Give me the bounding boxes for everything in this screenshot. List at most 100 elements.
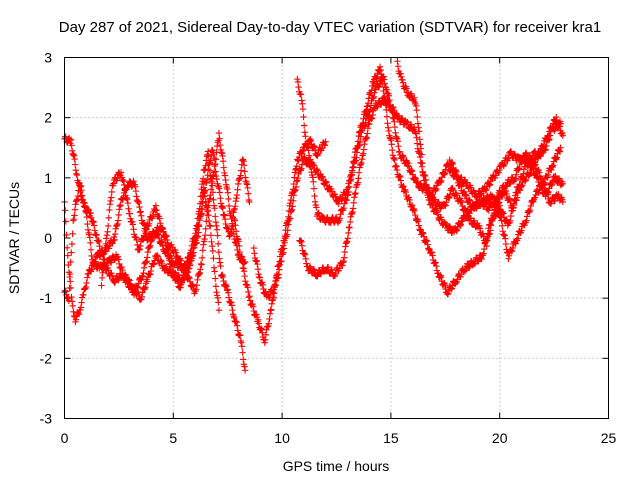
- data-series: [446, 148, 567, 201]
- data-point: [481, 199, 489, 206]
- data-point: [231, 314, 238, 322]
- data-point: [106, 206, 113, 214]
- data-point: [291, 174, 298, 181]
- data-point: [524, 154, 531, 161]
- data-point: [225, 202, 233, 210]
- data-point: [73, 171, 81, 179]
- data-point: [83, 213, 91, 221]
- data-point: [237, 167, 245, 174]
- data-point: [116, 206, 123, 213]
- data-point: [462, 215, 470, 222]
- data-point: [139, 289, 146, 296]
- x-tick-label: 0: [61, 430, 69, 446]
- data-point: [77, 183, 85, 190]
- data-point: [256, 274, 263, 281]
- data-point: [123, 194, 130, 202]
- data-point: [74, 192, 82, 200]
- data-point: [436, 272, 444, 280]
- data-point: [160, 228, 167, 235]
- data-point: [399, 79, 407, 86]
- data-point: [196, 270, 203, 278]
- data-point: [440, 280, 447, 287]
- data-point: [153, 251, 161, 259]
- data-point: [540, 141, 548, 149]
- data-series: [61, 133, 249, 374]
- data-point: [227, 228, 235, 236]
- data-point: [295, 83, 302, 91]
- data-point: [146, 243, 153, 251]
- data-point: [543, 136, 551, 143]
- data-point: [239, 258, 246, 266]
- data-point: [292, 183, 300, 191]
- data-point: [206, 195, 214, 202]
- data-point: [293, 178, 300, 185]
- data-point: [224, 185, 231, 193]
- data-point: [95, 238, 103, 246]
- data-point: [505, 255, 512, 262]
- data-point: [305, 147, 312, 154]
- data-point: [123, 276, 130, 283]
- data-point: [376, 67, 383, 75]
- data-point: [415, 222, 423, 229]
- data-point: [68, 298, 76, 305]
- data-point: [203, 211, 211, 219]
- data-point: [138, 212, 145, 220]
- data-point: [337, 211, 344, 218]
- data-point: [215, 185, 223, 192]
- data-point: [493, 196, 500, 204]
- data-point: [65, 293, 72, 301]
- data-point: [292, 186, 299, 193]
- data-point: [224, 189, 232, 196]
- data-point: [143, 258, 150, 265]
- data-point: [356, 129, 363, 136]
- data-point: [103, 232, 111, 239]
- data-point: [377, 101, 384, 108]
- data-point: [385, 92, 393, 100]
- data-point: [102, 240, 109, 248]
- data-point: [77, 304, 85, 311]
- data-point: [288, 206, 296, 213]
- data-point: [294, 75, 301, 83]
- data-point: [140, 235, 147, 243]
- data-point: [174, 276, 181, 283]
- data-point: [84, 220, 91, 228]
- data-point: [199, 199, 207, 207]
- data-point: [274, 274, 282, 281]
- data-point: [237, 255, 245, 263]
- data-point: [392, 129, 399, 137]
- data-point: [162, 241, 170, 249]
- data-point: [299, 100, 306, 108]
- data-point: [73, 197, 80, 204]
- data-point: [364, 130, 371, 137]
- data-point: [115, 276, 122, 284]
- data-point: [214, 232, 221, 239]
- data-point: [215, 129, 223, 137]
- data-point: [242, 278, 249, 285]
- data-point: [452, 190, 459, 198]
- data-point: [505, 252, 513, 260]
- data-points: [61, 58, 567, 374]
- data-point: [223, 283, 230, 290]
- data-point: [302, 133, 309, 140]
- data-point: [476, 225, 484, 232]
- data-point: [355, 175, 362, 182]
- data-point: [232, 203, 239, 210]
- data-point: [276, 261, 283, 268]
- data-point: [119, 266, 126, 274]
- data-point: [228, 225, 235, 233]
- data-point: [553, 154, 561, 161]
- data-point: [198, 261, 205, 268]
- data-point: [205, 166, 212, 173]
- data-point: [136, 209, 144, 216]
- data-point: [268, 306, 275, 313]
- data-point: [429, 201, 436, 208]
- y-tick-label: -2: [40, 350, 53, 366]
- data-point: [364, 125, 372, 132]
- data-point: [242, 174, 249, 181]
- data-point: [399, 152, 406, 159]
- data-point: [222, 282, 229, 289]
- data-point: [385, 127, 392, 135]
- data-point: [213, 175, 221, 183]
- data-point: [147, 271, 154, 278]
- data-point: [210, 255, 217, 262]
